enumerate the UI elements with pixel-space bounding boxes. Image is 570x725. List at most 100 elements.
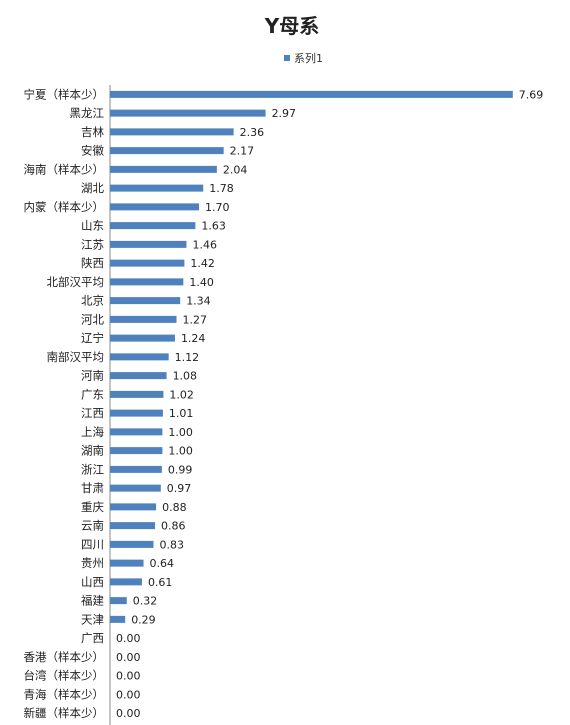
legend-swatch <box>284 55 290 61</box>
value-label: 0.64 <box>150 557 175 570</box>
value-label: 0.32 <box>133 595 158 608</box>
category-label: 山东 <box>81 219 104 233</box>
category-label: 青海（样本少） <box>24 687 105 701</box>
value-label: 0.97 <box>167 482 192 495</box>
chart-title: Y母系 <box>264 14 319 38</box>
category-label: 福建 <box>81 594 104 608</box>
legend-label: 系列1 <box>294 51 323 65</box>
category-label: 江西 <box>81 406 104 420</box>
value-label: 2.36 <box>240 126 265 139</box>
category-label: 重庆 <box>81 500 104 514</box>
value-label: 1.00 <box>168 426 193 439</box>
bar <box>110 297 181 305</box>
category-label: 广西 <box>81 631 104 645</box>
bar <box>110 278 184 286</box>
value-label: 1.08 <box>173 370 198 383</box>
bar <box>110 540 154 548</box>
value-label: 2.97 <box>272 107 297 120</box>
value-label: 1.78 <box>209 182 234 195</box>
value-label: 0.00 <box>116 688 141 701</box>
category-label: 内蒙（样本少） <box>24 200 105 214</box>
category-label: 黑龙江 <box>70 106 105 120</box>
category-label: 北京 <box>81 294 104 308</box>
value-label: 0.86 <box>161 520 186 533</box>
value-label: 1.24 <box>181 332 206 345</box>
value-label: 1.70 <box>205 201 230 214</box>
value-label: 1.02 <box>169 388 194 401</box>
value-label: 0.00 <box>116 670 141 683</box>
category-label: 辽宁 <box>81 331 104 345</box>
bar <box>110 240 187 248</box>
bar <box>110 503 157 511</box>
category-label: 天津 <box>81 612 104 626</box>
category-label: 海南（样本少） <box>24 162 105 176</box>
category-label: 新疆（样本少） <box>24 706 105 720</box>
category-label: 河南 <box>81 369 104 383</box>
value-label: 0.88 <box>162 501 187 514</box>
category-label: 湖南 <box>81 444 104 458</box>
bar <box>110 522 156 530</box>
category-label: 江苏 <box>81 237 104 251</box>
bar <box>110 353 169 361</box>
value-label: 0.00 <box>116 707 141 720</box>
bar <box>110 334 175 342</box>
bar <box>110 428 163 436</box>
category-label: 吉林 <box>81 125 104 139</box>
category-label: 广东 <box>81 387 104 401</box>
value-label: 0.99 <box>168 463 193 476</box>
bar <box>110 259 185 267</box>
value-label: 1.63 <box>201 220 226 233</box>
value-label: 1.40 <box>189 276 214 289</box>
value-label: 0.00 <box>116 651 141 664</box>
value-label: 0.29 <box>131 613 156 626</box>
value-label: 0.61 <box>148 576 173 589</box>
value-label: 0.00 <box>116 632 141 645</box>
bar <box>110 315 177 323</box>
bar <box>110 578 142 586</box>
category-label: 山西 <box>81 575 104 589</box>
bar <box>110 165 217 173</box>
category-label: 南部汉平均 <box>47 350 105 364</box>
category-label: 河北 <box>81 312 104 326</box>
category-label: 云南 <box>81 519 104 533</box>
category-label: 上海 <box>81 425 104 439</box>
bar <box>110 465 162 473</box>
category-label: 台湾（样本少） <box>24 669 105 683</box>
value-label: 1.46 <box>192 238 217 251</box>
bar <box>110 615 126 623</box>
bar <box>110 203 200 211</box>
category-label: 四川 <box>81 537 104 551</box>
bar <box>110 372 167 380</box>
category-label: 贵州 <box>81 556 104 570</box>
bar <box>110 409 163 417</box>
category-label: 宁夏（样本少） <box>24 87 105 101</box>
bar <box>110 390 164 398</box>
category-label: 安徽 <box>81 144 104 158</box>
category-label: 北部汉平均 <box>47 275 105 289</box>
category-label: 甘肃 <box>81 481 104 495</box>
value-label: 1.34 <box>186 295 211 308</box>
bar <box>110 222 196 230</box>
value-label: 1.00 <box>168 445 193 458</box>
value-label: 2.04 <box>223 163 248 176</box>
bar <box>110 597 127 605</box>
value-label: 1.42 <box>190 257 215 270</box>
value-label: 1.27 <box>183 313 208 326</box>
bar <box>110 184 204 192</box>
value-label: 1.01 <box>169 407 194 420</box>
bar <box>110 128 234 136</box>
bar <box>110 90 513 98</box>
category-label: 湖北 <box>81 181 104 195</box>
bar <box>110 109 266 117</box>
value-label: 7.69 <box>519 88 544 101</box>
bar <box>110 484 161 492</box>
value-label: 1.12 <box>175 351 200 364</box>
category-label: 浙江 <box>81 462 104 476</box>
category-label: 香港（样本少） <box>24 650 105 664</box>
bar <box>110 559 144 567</box>
bar <box>110 447 163 455</box>
bars-group: 宁夏（样本少） 7.69 黑龙江 2.97 吉林 2.36 安徽 2.17 海南（样本少） 2.0… <box>24 87 544 720</box>
value-label: 0.83 <box>159 538 184 551</box>
bar <box>110 147 224 155</box>
